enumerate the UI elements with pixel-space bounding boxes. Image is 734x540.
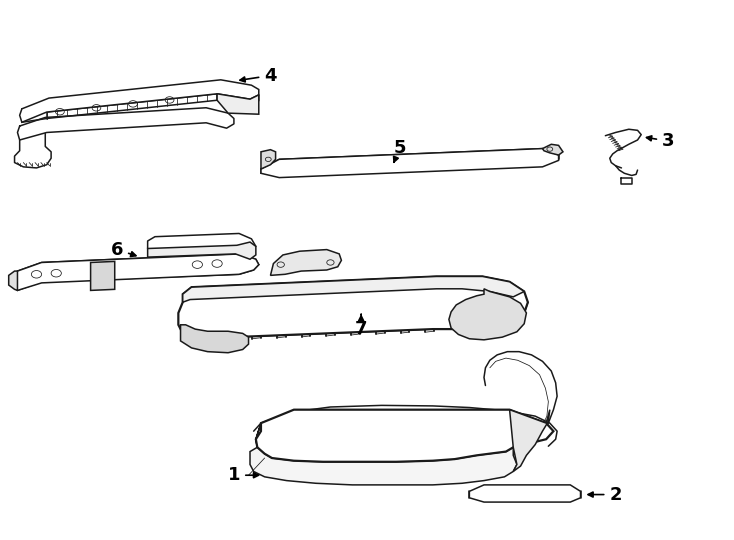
Polygon shape: [183, 276, 524, 302]
Text: 4: 4: [240, 66, 277, 85]
Polygon shape: [542, 144, 563, 155]
Text: 7: 7: [355, 314, 368, 338]
Text: 2: 2: [588, 485, 622, 504]
Polygon shape: [15, 254, 259, 291]
Polygon shape: [90, 261, 115, 291]
Polygon shape: [469, 485, 581, 502]
Polygon shape: [509, 410, 550, 471]
Polygon shape: [250, 423, 517, 485]
Polygon shape: [20, 80, 259, 122]
Polygon shape: [9, 271, 18, 291]
Text: 3: 3: [647, 132, 675, 150]
Text: 1: 1: [228, 466, 258, 484]
Polygon shape: [148, 242, 256, 259]
Text: 5: 5: [393, 139, 406, 163]
Text: 6: 6: [111, 241, 136, 259]
Polygon shape: [449, 289, 526, 340]
Polygon shape: [261, 150, 275, 169]
Polygon shape: [181, 325, 249, 353]
Polygon shape: [261, 148, 559, 178]
Polygon shape: [217, 94, 259, 114]
Polygon shape: [270, 249, 341, 275]
Polygon shape: [178, 276, 528, 339]
Polygon shape: [256, 410, 553, 462]
